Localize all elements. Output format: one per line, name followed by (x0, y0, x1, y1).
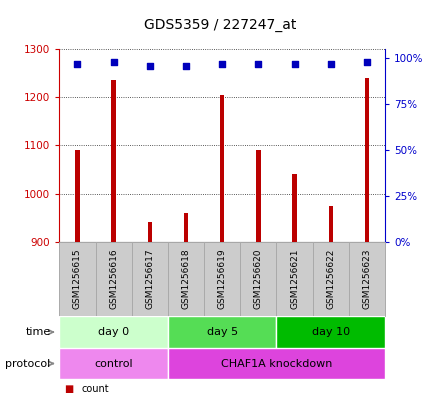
Text: GSM1256623: GSM1256623 (363, 249, 371, 309)
Bar (365, 78, 369, 242)
Text: CHAF1A knockdown: CHAF1A knockdown (221, 358, 332, 369)
Text: day 5: day 5 (207, 327, 238, 337)
Text: GSM1256621: GSM1256621 (290, 249, 299, 309)
Bar (59, 348, 168, 379)
Text: time: time (26, 327, 51, 337)
Bar (168, 242, 204, 316)
Text: GSM1256618: GSM1256618 (182, 249, 191, 309)
Text: GSM1256622: GSM1256622 (326, 249, 335, 309)
Text: control: control (94, 358, 133, 369)
Text: GDS5359 / 227247_at: GDS5359 / 227247_at (144, 18, 296, 32)
Point (363, 59, 370, 65)
Text: ■: ■ (64, 384, 73, 393)
Point (183, 62, 190, 69)
Point (110, 59, 117, 65)
Bar (313, 242, 349, 316)
Point (74, 61, 81, 67)
Bar (132, 242, 168, 316)
Point (255, 61, 262, 67)
Text: GSM1256620: GSM1256620 (254, 249, 263, 309)
Point (147, 62, 154, 69)
Text: GSM1256616: GSM1256616 (109, 249, 118, 309)
Bar (148, 222, 152, 242)
Bar (256, 150, 260, 242)
Point (327, 61, 334, 67)
Bar (276, 242, 313, 316)
Text: GSM1256617: GSM1256617 (145, 249, 154, 309)
Text: day 0: day 0 (98, 327, 129, 337)
Bar (59, 242, 95, 316)
Bar (276, 316, 385, 348)
Text: day 10: day 10 (312, 327, 350, 337)
Bar (59, 316, 168, 348)
Bar (349, 242, 385, 316)
Point (291, 61, 298, 67)
Bar (293, 174, 297, 242)
Bar (184, 213, 188, 242)
Bar (168, 348, 385, 379)
Point (219, 61, 226, 67)
Bar (168, 316, 276, 348)
Bar (240, 242, 276, 316)
Text: GSM1256615: GSM1256615 (73, 249, 82, 309)
Bar (75, 150, 80, 242)
Bar (111, 81, 116, 242)
Text: count: count (81, 384, 109, 393)
Bar (220, 95, 224, 242)
Text: GSM1256619: GSM1256619 (218, 249, 227, 309)
Text: protocol: protocol (5, 358, 51, 369)
Bar (204, 242, 240, 316)
Bar (329, 206, 333, 242)
Bar (95, 242, 132, 316)
